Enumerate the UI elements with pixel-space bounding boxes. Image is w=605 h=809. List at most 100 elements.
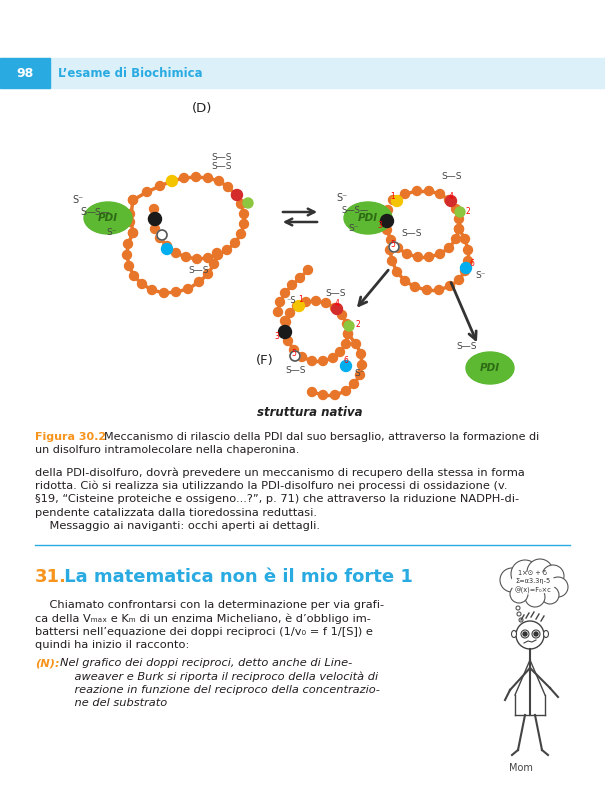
Circle shape (148, 214, 157, 223)
Circle shape (223, 183, 232, 192)
Text: battersi nell’equazione dei doppi reciproci (1/v₀ = f 1/[S]) e: battersi nell’equazione dei doppi recipr… (35, 627, 373, 637)
Circle shape (149, 205, 159, 214)
Circle shape (223, 245, 232, 255)
Text: 5: 5 (292, 349, 296, 358)
Circle shape (451, 235, 460, 244)
Circle shape (301, 298, 310, 307)
Text: S—S: S—S (211, 153, 232, 162)
Circle shape (451, 205, 460, 214)
Circle shape (460, 235, 469, 244)
Circle shape (391, 196, 402, 206)
Circle shape (194, 277, 203, 286)
Circle shape (318, 391, 327, 400)
Text: S—S: S—S (441, 172, 462, 180)
Text: S—S: S—S (188, 265, 209, 274)
Circle shape (342, 320, 352, 328)
Circle shape (541, 586, 559, 604)
Circle shape (338, 311, 347, 320)
Circle shape (137, 279, 146, 289)
Ellipse shape (344, 202, 392, 234)
Text: 2: 2 (466, 206, 470, 215)
Text: (F): (F) (256, 354, 274, 366)
Circle shape (393, 268, 402, 277)
Circle shape (463, 245, 473, 255)
Circle shape (385, 245, 394, 255)
Text: ne del substrato: ne del substrato (60, 698, 167, 709)
Circle shape (128, 196, 137, 205)
Circle shape (401, 277, 410, 286)
Circle shape (231, 239, 240, 248)
Text: della PDI-disolfuro, dovrà prevedere un meccanismo di recupero della stessa in f: della PDI-disolfuro, dovrà prevedere un … (35, 467, 525, 477)
Text: §19, “Cisteine proteiche e ossigeno...?”, p. 71) che attraverso la riduzione NAD: §19, “Cisteine proteiche e ossigeno...?”… (35, 494, 519, 504)
Circle shape (341, 340, 350, 349)
Circle shape (425, 187, 434, 196)
Text: 1: 1 (391, 192, 396, 201)
Circle shape (519, 618, 523, 622)
Circle shape (215, 176, 223, 185)
Circle shape (166, 176, 177, 187)
Circle shape (171, 287, 180, 297)
Circle shape (128, 228, 137, 238)
Circle shape (286, 308, 295, 317)
Circle shape (511, 560, 539, 588)
Circle shape (341, 387, 350, 396)
Ellipse shape (543, 630, 549, 637)
Circle shape (344, 329, 353, 338)
Circle shape (454, 214, 463, 223)
Circle shape (209, 260, 218, 269)
Circle shape (180, 173, 189, 183)
Circle shape (143, 188, 151, 197)
Circle shape (240, 219, 249, 228)
Text: quindi ha inizio il racconto:: quindi ha inizio il racconto: (35, 641, 189, 650)
Circle shape (356, 349, 365, 358)
Circle shape (278, 325, 292, 338)
Circle shape (523, 632, 527, 636)
Circle shape (292, 302, 301, 311)
Text: Figura 30.2: Figura 30.2 (35, 432, 106, 442)
Text: ⁻S: ⁻S (286, 295, 296, 304)
Circle shape (232, 189, 243, 201)
Circle shape (155, 234, 165, 243)
Circle shape (162, 244, 172, 255)
Text: un disolfuro intramolecolare nella chaperonina.: un disolfuro intramolecolare nella chape… (35, 445, 299, 455)
Circle shape (171, 248, 180, 257)
Ellipse shape (511, 630, 517, 637)
Ellipse shape (466, 352, 514, 384)
Text: 4: 4 (448, 192, 453, 201)
Circle shape (243, 198, 253, 208)
Circle shape (312, 297, 321, 306)
Text: pendente catalizzata dalla tioredossina reduttasi.: pendente catalizzata dalla tioredossina … (35, 507, 317, 518)
Circle shape (413, 252, 422, 261)
Circle shape (517, 612, 521, 616)
Text: Mom: Mom (509, 763, 533, 773)
Circle shape (148, 213, 162, 226)
Circle shape (401, 189, 410, 198)
Circle shape (460, 266, 469, 276)
Text: Messaggio ai naviganti: occhi aperti ai dettagli.: Messaggio ai naviganti: occhi aperti ai … (35, 521, 320, 531)
Circle shape (290, 345, 298, 354)
Circle shape (203, 253, 212, 262)
Circle shape (454, 276, 463, 285)
Text: reazione in funzione del reciproco della concentrazio-: reazione in funzione del reciproco della… (60, 685, 380, 695)
Text: 5: 5 (391, 239, 396, 248)
Text: 2: 2 (356, 320, 361, 328)
Circle shape (148, 286, 157, 294)
Text: 31.: 31. (35, 568, 67, 586)
Circle shape (160, 289, 169, 298)
Text: S—S: S—S (401, 228, 422, 238)
Circle shape (455, 207, 465, 217)
Circle shape (534, 632, 538, 636)
Circle shape (329, 354, 338, 362)
Circle shape (436, 189, 445, 198)
Bar (0, 58, 50, 88)
Text: S—S: S—S (211, 162, 232, 171)
Circle shape (393, 244, 402, 252)
Circle shape (212, 248, 221, 257)
Text: PDI: PDI (98, 213, 118, 223)
Circle shape (344, 321, 354, 331)
Circle shape (542, 565, 564, 587)
Circle shape (123, 239, 132, 248)
Circle shape (214, 251, 223, 260)
Circle shape (125, 218, 134, 227)
Circle shape (163, 242, 171, 251)
